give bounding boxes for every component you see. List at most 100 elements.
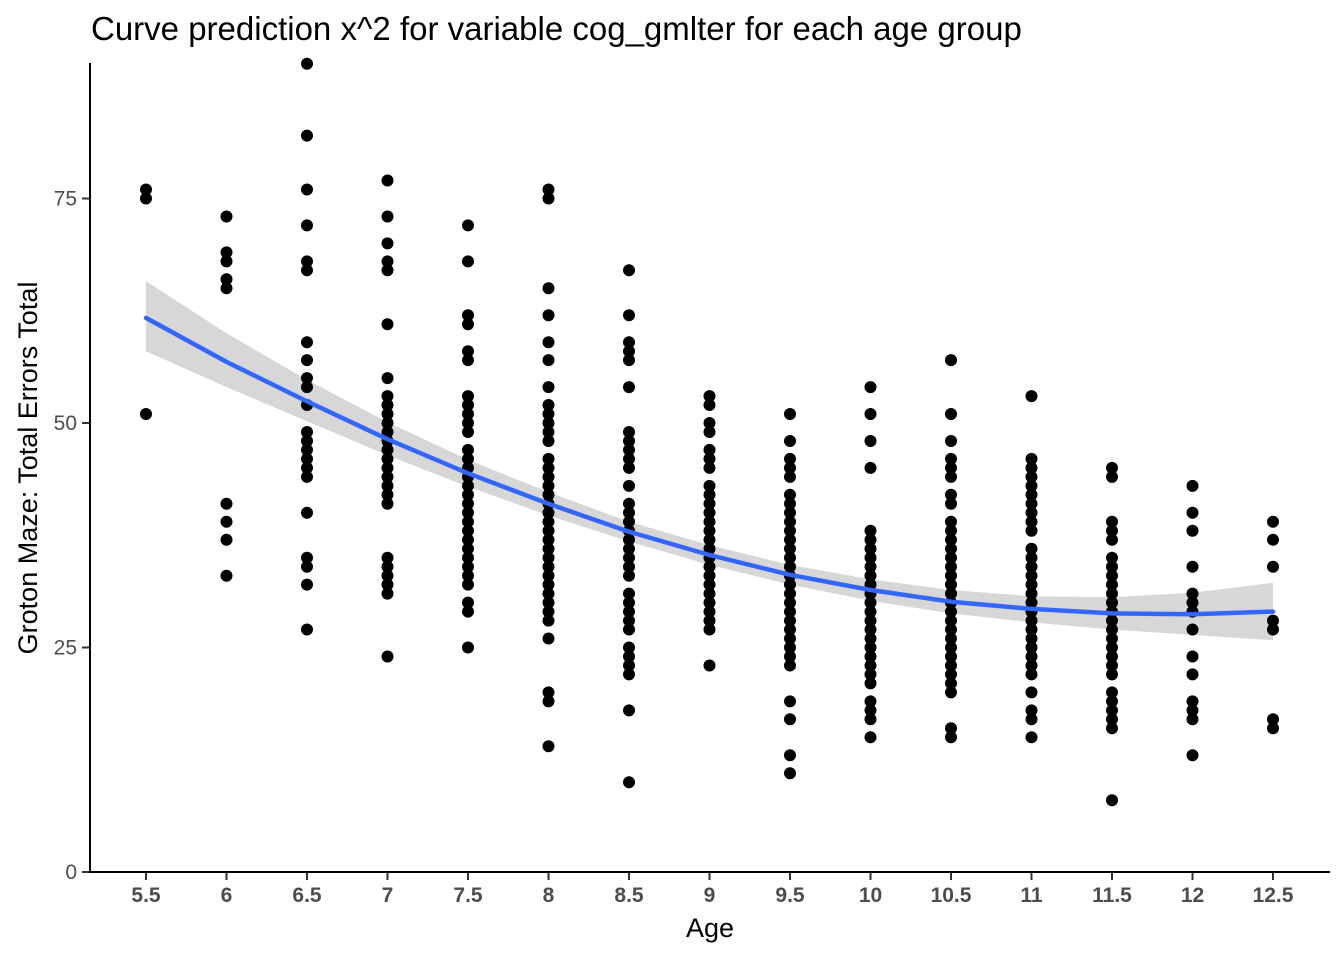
data-point [1025,731,1038,744]
data-point [542,399,555,411]
data-point [1186,524,1199,537]
data-point [623,515,635,528]
data-point [784,641,796,654]
data-point [945,686,957,699]
data-point [1267,533,1279,546]
data-point [784,695,796,708]
data-point [381,255,394,268]
x-tick-label: 9.5 [775,884,805,907]
data-point [623,614,635,627]
data-point [381,372,394,385]
data-point [301,264,313,277]
data-point [1186,506,1199,519]
data-point [462,399,474,411]
data-point [462,542,474,555]
x-tick-label: 6 [221,884,233,907]
data-point [542,578,555,591]
data-point [381,452,394,465]
data-point [1106,632,1118,645]
data-point [1106,704,1118,717]
data-point [864,381,877,394]
data-point [703,560,716,573]
data-point [1106,560,1118,573]
data-point [864,713,877,726]
data-point [864,614,877,627]
data-point [1186,623,1199,636]
data-point [1106,515,1118,528]
data-point [381,390,394,403]
data-point [301,578,313,591]
data-point [945,569,957,582]
data-point [1106,596,1118,609]
data-point [1186,650,1199,663]
data-point [220,210,233,223]
data-point [1025,524,1038,537]
data-point [1106,461,1118,474]
data-point [1025,542,1038,555]
y-tick-label: 25 [54,637,77,660]
data-point [1025,578,1038,591]
data-point [1267,614,1279,627]
data-point [462,443,474,456]
data-point [1186,596,1199,609]
data-point [784,524,796,537]
data-point [623,551,635,564]
data-point [542,533,555,546]
data-point [945,560,957,573]
data-point [623,776,635,789]
y-tick-label: 0 [65,861,77,884]
data-point [784,515,796,528]
data-point [542,408,555,420]
data-point [542,435,555,447]
data-point [784,749,796,762]
data-point [301,560,313,573]
data-point [1025,479,1038,492]
data-point [1106,641,1118,654]
data-point [542,381,555,394]
data-point [462,219,474,232]
data-point [623,641,635,654]
data-point [703,488,716,501]
data-point [864,560,877,573]
data-point [542,614,555,627]
data-point [703,399,716,411]
data-point [945,497,957,510]
data-point [381,470,394,483]
data-point [623,560,635,573]
data-point [542,740,555,753]
data-point [945,524,957,537]
data-point [301,183,313,196]
data-point [140,183,152,196]
data-point [623,336,635,349]
data-point [1267,722,1279,735]
data-point [1267,515,1279,528]
data-point [462,497,474,510]
data-point [301,336,313,349]
data-point [945,650,957,663]
data-point [1186,560,1199,573]
data-point [864,659,877,672]
data-point [784,767,796,780]
data-point [301,435,313,447]
data-point [784,560,796,573]
data-point [623,264,635,277]
data-point [462,569,474,582]
data-point [381,408,394,420]
data-point [945,551,957,564]
data-point [220,515,233,528]
data-point [462,479,474,492]
data-point [1186,695,1199,708]
data-point [703,569,716,582]
data-point [864,650,877,663]
data-point [784,587,796,600]
data-point [1025,506,1038,519]
x-axis-label: Age [686,913,734,943]
data-point [301,57,313,70]
data-point [462,255,474,268]
data-point [945,542,957,555]
data-point [703,443,716,456]
data-point [623,704,635,717]
data-point [623,497,635,510]
data-point [784,632,796,645]
data-point [703,426,716,438]
